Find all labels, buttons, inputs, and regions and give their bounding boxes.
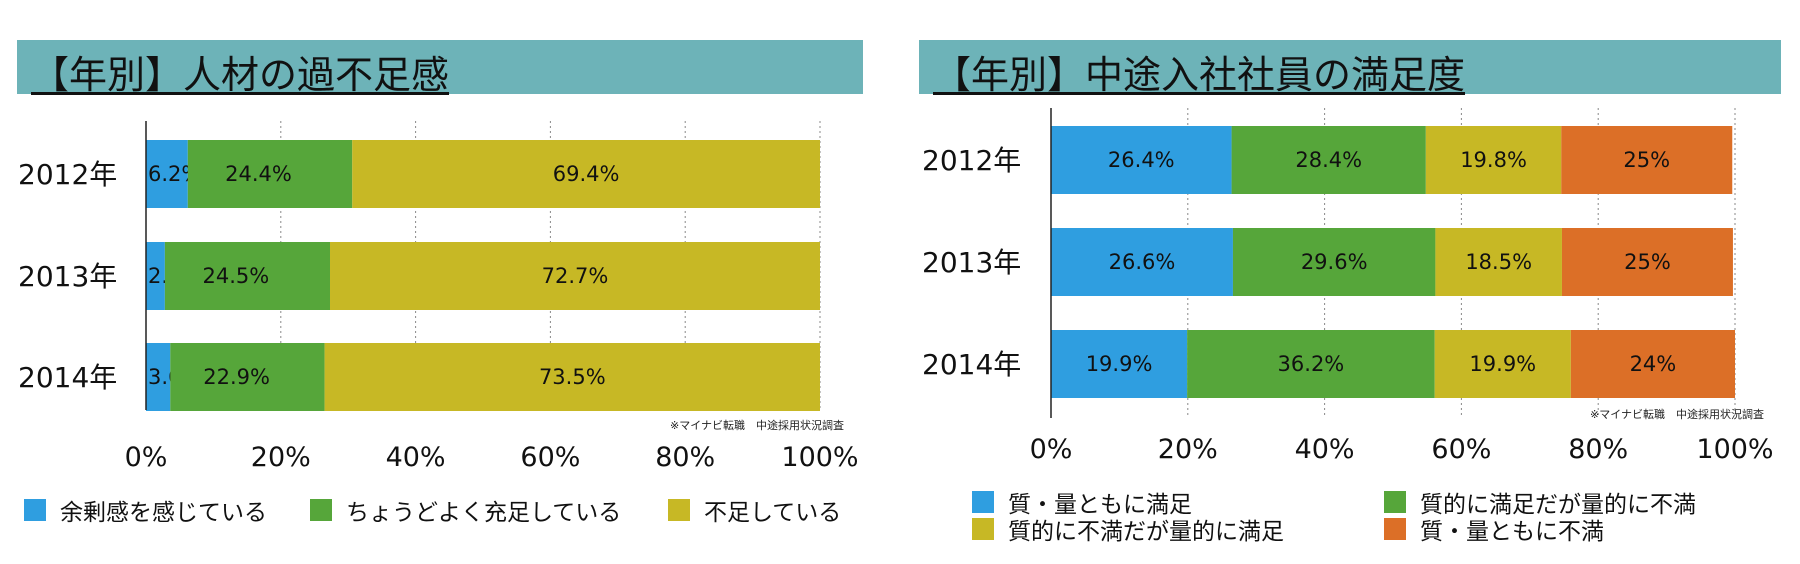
right-data-label: 28.4% — [1295, 148, 1362, 172]
left-bar-segment — [164, 242, 331, 310]
right-legend-item-quantity-satisfied: 質的に不満だが量的に満足 — [972, 512, 1284, 546]
right-data-label: 25% — [1624, 250, 1671, 274]
right-bar-segment — [1232, 228, 1436, 296]
right-legend-item-both-satisfied: 質・量ともに満足 — [972, 485, 1192, 519]
left-bar-segment — [146, 140, 188, 208]
left-chart-title: 【年別】人材の過不足感 — [31, 53, 450, 97]
left-legend-swatch-adequate — [310, 499, 332, 521]
right-x-tick-label: 40% — [1295, 434, 1355, 465]
left-x-tick-label: 80% — [655, 442, 715, 473]
left-bar-segment — [330, 242, 820, 310]
right-title-bar: 【年別】中途入社社員の満足度 — [919, 40, 1781, 97]
right-data-label: 26.4% — [1108, 148, 1175, 172]
left-legend-item-adequate: ちょうどよく充足している — [310, 493, 621, 527]
left-bar-segment — [187, 140, 353, 208]
left-category-label: 2013年 — [18, 260, 117, 293]
right-legend-item-both-dissatisfied: 質・量ともに不満 — [1384, 512, 1604, 546]
right-bar-segment — [1187, 330, 1435, 398]
right-x-tick-label: 0% — [1030, 434, 1073, 465]
left-category-label: 2014年 — [18, 361, 117, 394]
right-category-label: 2013年 — [922, 246, 1021, 279]
left-data-label: 22.9% — [203, 365, 270, 389]
right-legend-swatch-quality-satisfied — [1384, 491, 1406, 513]
right-legend-swatch-both-satisfied — [972, 491, 994, 513]
right-bar-segment — [1434, 330, 1571, 398]
right-legend-swatch-both-dissatisfied — [1384, 518, 1406, 540]
left-legend-label-surplus: 余剰感を感じている — [60, 500, 267, 526]
left-bar-segment — [170, 343, 325, 411]
right-bar-segment — [1561, 228, 1733, 296]
right-bar-segment — [1051, 330, 1188, 398]
left-legend-swatch-surplus — [24, 499, 46, 521]
right-legend-label-both-satisfied: 質・量ともに満足 — [1008, 492, 1192, 518]
right-data-label: 29.6% — [1301, 250, 1368, 274]
right-bar-segment — [1570, 330, 1735, 398]
right-legend-label-quality-satisfied: 質的に満足だが量的に不満 — [1420, 492, 1696, 518]
right-category-label: 2012年 — [922, 144, 1021, 177]
right-chart-svg: 0% 20% 40% 60% 80% 100% 26.4% 28.4% 19.8% 25% 2012… — [922, 108, 1774, 465]
right-source-note: ※マイナビ転職 中途採用状況調査 — [1590, 408, 1764, 421]
right-bar-segment — [1051, 228, 1233, 296]
left-bar-segment — [146, 242, 165, 310]
left-x-tick-label: 60% — [520, 442, 580, 473]
right-bar-segment — [1435, 228, 1562, 296]
right-x-tick-label: 100% — [1696, 434, 1773, 465]
left-x-tick-label: 40% — [386, 442, 446, 473]
left-category-label: 2012年 — [18, 158, 117, 191]
right-data-label: 26.6% — [1109, 250, 1176, 274]
left-data-label: 69.4% — [553, 162, 620, 186]
left-legend-swatch-shortage — [668, 499, 690, 521]
right-data-label: 19.9% — [1469, 352, 1536, 376]
right-legend-swatch-quantity-satisfied — [972, 518, 994, 540]
left-legend-label-shortage: 不足している — [704, 500, 842, 526]
right-data-label: 18.5% — [1465, 250, 1532, 274]
left-bar-segment — [324, 343, 820, 411]
right-data-label: 25% — [1623, 148, 1670, 172]
left-data-label: 73.5% — [539, 365, 606, 389]
right-chart-panel: 【年別】中途入社社員の満足度 0% 20% 40% 60% 80% 100% 26.4% 28… — [900, 0, 1800, 564]
left-bar-segment — [352, 140, 820, 208]
left-source-note: ※マイナビ転職 中途採用状況調査 — [670, 419, 844, 432]
right-data-label: 36.2% — [1278, 352, 1345, 376]
right-bar-segment — [1231, 126, 1426, 194]
left-legend-item-surplus: 余剰感を感じている — [24, 493, 267, 527]
right-category-label: 2014年 — [922, 348, 1021, 381]
left-data-label: 72.7% — [542, 264, 609, 288]
right-legend-label-quantity-satisfied: 質的に不満だが量的に満足 — [1008, 519, 1284, 545]
right-bar-segment — [1561, 126, 1733, 194]
right-bar-segment — [1425, 126, 1562, 194]
right-x-tick-label: 60% — [1431, 434, 1491, 465]
right-x-tick-label: 80% — [1568, 434, 1628, 465]
right-bar-segment — [1051, 126, 1232, 194]
right-legend-label-both-dissatisfied: 質・量ともに不満 — [1420, 519, 1604, 545]
left-title-bar: 【年別】人材の過不足感 — [17, 40, 863, 97]
left-x-tick-label: 20% — [251, 442, 311, 473]
left-legend-label-adequate: ちょうどよく充足している — [346, 500, 622, 526]
left-bar-segment — [146, 343, 171, 411]
left-legend-item-shortage: 不足している — [668, 493, 841, 527]
right-data-label: 19.9% — [1086, 352, 1153, 376]
left-chart-panel: 【年別】人材の過不足感 0% 20% 40% 60% 80% 100% 6.2% 24.4% 6… — [0, 0, 880, 564]
left-data-label: 24.4% — [225, 162, 292, 186]
right-x-tick-label: 20% — [1158, 434, 1218, 465]
left-x-tick-label: 0% — [125, 442, 168, 473]
right-data-label: 19.8% — [1460, 148, 1527, 172]
left-x-tick-label: 100% — [781, 442, 858, 473]
right-legend-item-quality-satisfied: 質的に満足だが量的に不満 — [1384, 485, 1696, 519]
left-chart-svg: 0%20%40%60%80%100%6.2%24.4%69.4%2012年2.8… — [18, 121, 859, 473]
right-chart-title: 【年別】中途入社社員の満足度 — [933, 53, 1466, 97]
right-data-label: 24% — [1630, 352, 1677, 376]
left-data-label: 24.5% — [203, 264, 270, 288]
